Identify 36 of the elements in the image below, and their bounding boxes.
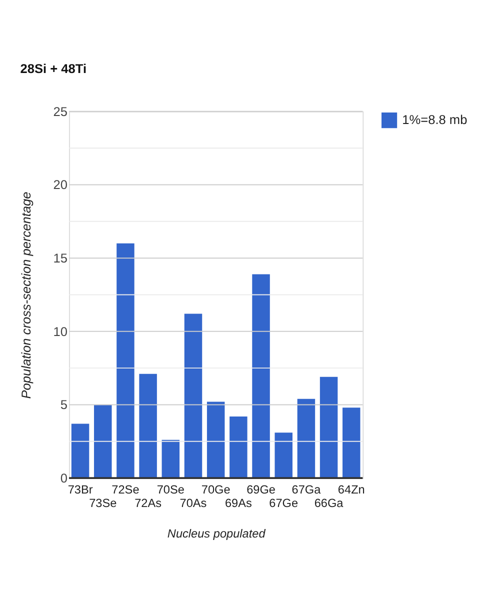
bar <box>230 416 248 478</box>
y-tick-label: 15 <box>53 250 68 266</box>
x-tick-label: 73Se <box>89 496 118 510</box>
bar <box>116 243 134 478</box>
y-tick-label: 25 <box>53 104 68 119</box>
bar <box>206 402 225 478</box>
y-axis-title: Population cross-section percentage <box>18 192 34 399</box>
chart-title: 28Si + 48Ti <box>20 60 87 76</box>
x-tick-label: 66Ga <box>314 496 344 510</box>
x-tick-label: 73Br <box>68 482 93 496</box>
x-tick-label: 72As <box>134 496 162 510</box>
bar <box>139 374 157 478</box>
bar <box>94 404 112 478</box>
x-tick-label: 70Ge <box>201 482 231 496</box>
y-tick-label: 20 <box>53 177 68 192</box>
bar <box>297 398 316 478</box>
bar <box>342 408 360 478</box>
bar <box>184 314 202 478</box>
bar <box>320 376 338 478</box>
x-tick-label: 69Ge <box>246 482 276 496</box>
x-tick-label: 72Se <box>112 482 140 496</box>
y-tick-label: 0 <box>60 470 68 486</box>
x-tick-label: 70As <box>180 496 207 510</box>
y-tick-label: 5 <box>60 397 68 412</box>
bar <box>71 424 90 478</box>
x-tick-label: 69As <box>224 496 252 510</box>
x-tick-label: 70Se <box>156 482 185 496</box>
x-tick-label: 67Ge <box>269 496 298 510</box>
x-tick-label: 67Ga <box>292 482 322 496</box>
bar <box>274 432 292 478</box>
y-tick-label: 10 <box>53 324 68 339</box>
x-axis-title: Nucleus populated <box>167 526 266 541</box>
legend-label: 1%=8.8 mb <box>402 112 468 128</box>
bar <box>162 440 180 478</box>
x-tick-label: 64Zn <box>338 482 365 496</box>
bar <box>252 274 270 478</box>
